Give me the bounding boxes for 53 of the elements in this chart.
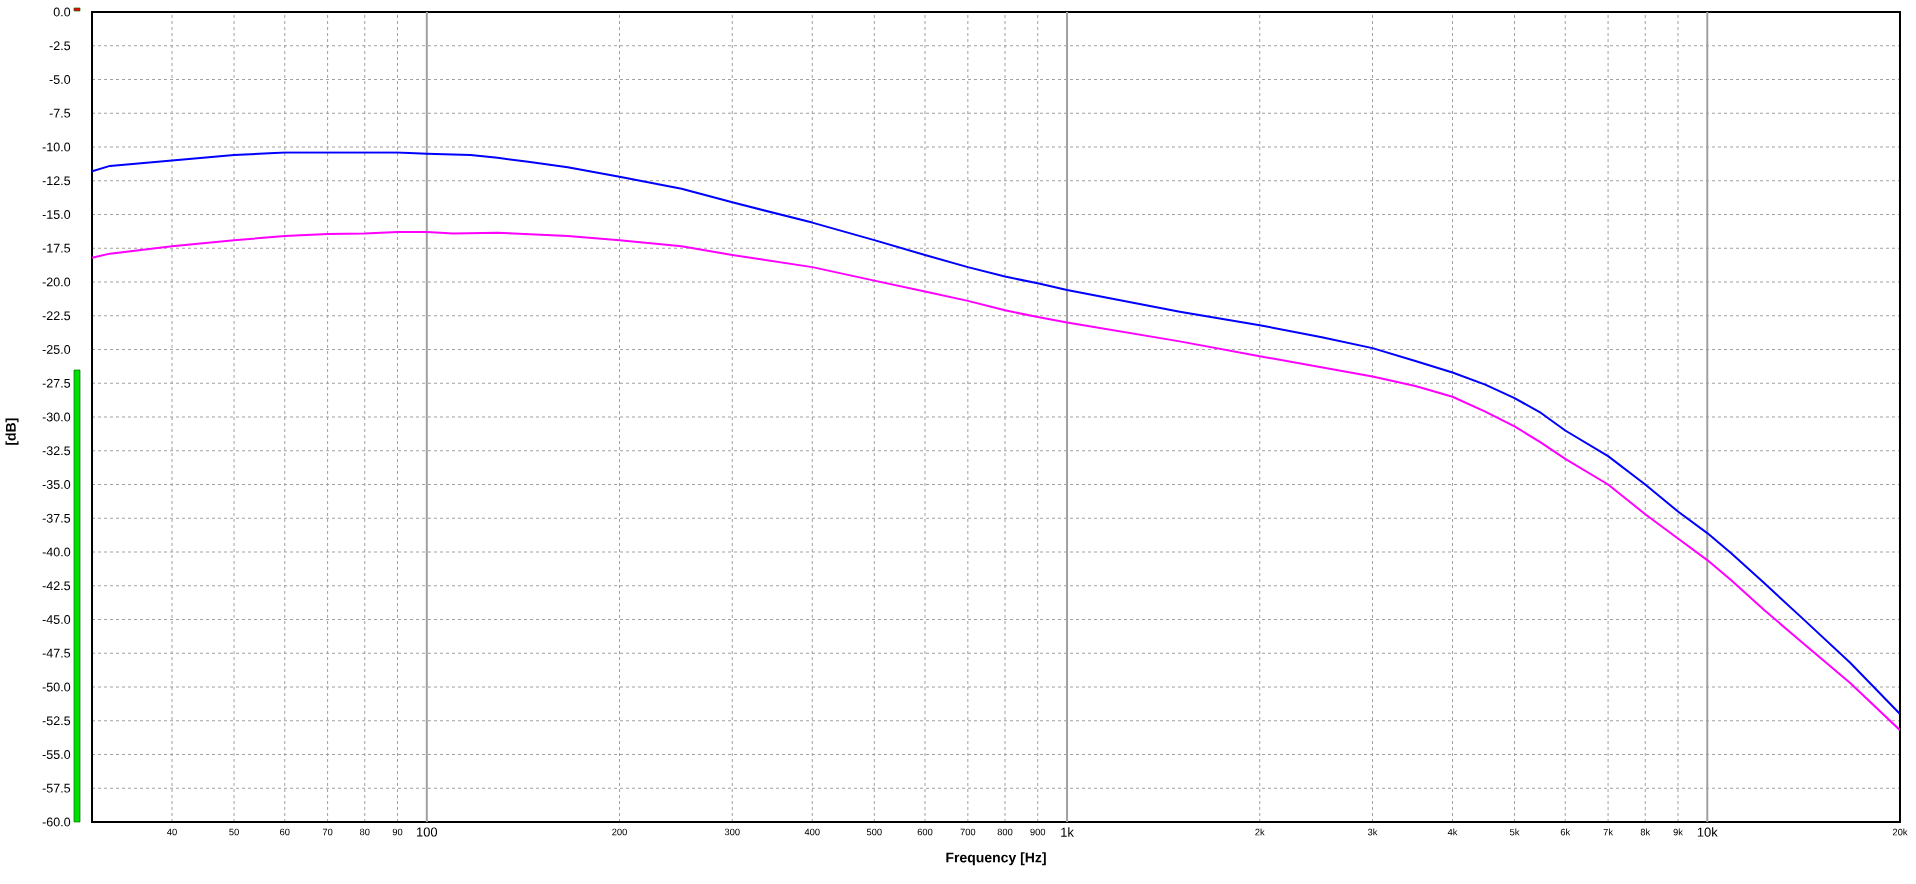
x-tick-label: 50	[229, 828, 239, 836]
y-tick-label: 0.0	[53, 7, 71, 17]
x-tick-label: 80	[359, 828, 370, 836]
y-tick-label: -12.5	[42, 176, 71, 186]
y-tick-label: -2.5	[49, 41, 71, 51]
x-tick-label: 400	[804, 828, 820, 836]
y-tick-label: -30.0	[42, 412, 71, 422]
x-tick-label: 100	[416, 827, 438, 837]
x-tick-label: 7k	[1603, 828, 1614, 836]
y-tick-label: -52.5	[42, 716, 71, 726]
x-tick-label: 500	[866, 828, 882, 836]
y-tick-label: -55.0	[42, 750, 71, 759]
y-tick-label: -22.5	[42, 311, 71, 321]
y-tick-label: -27.5	[42, 378, 71, 388]
x-tick-label: 20k	[1892, 828, 1908, 836]
x-tick-label: 1k	[1061, 827, 1074, 837]
y-axis-title: [dB]	[5, 418, 19, 445]
x-tick-label: 5k	[1509, 828, 1520, 836]
y-tick-label: -45.0	[42, 615, 71, 624]
y-tick-label: -47.5	[42, 648, 71, 658]
y-tick-label: -37.5	[42, 513, 71, 523]
y-tick-label: -20.0	[42, 277, 71, 287]
x-tick-label: 6k	[1560, 828, 1571, 836]
x-tick-label: 600	[917, 828, 933, 836]
y-tick-label: -32.5	[42, 446, 71, 456]
x-tick-label: 60	[280, 828, 290, 836]
x-tick-label: 2k	[1255, 828, 1265, 836]
x-tick-label: 700	[960, 828, 976, 836]
x-tick-label: 200	[612, 828, 627, 836]
y-tick-label: -25.0	[42, 345, 71, 354]
x-tick-label: 4k	[1447, 828, 1458, 836]
y-tick-label: -7.5	[49, 108, 71, 118]
y-tick-label: -35.0	[42, 480, 71, 489]
y-tick-label: -40.0	[42, 547, 71, 557]
x-tick-label: 800	[997, 828, 1013, 836]
x-tick-label: 8k	[1640, 828, 1651, 836]
x-tick-label: 3k	[1367, 828, 1378, 836]
y-tick-label: -17.5	[42, 243, 71, 253]
y-tick-label: -42.5	[42, 581, 71, 591]
y-tick-label: -57.5	[42, 783, 71, 793]
x-axis-title: Frequency [Hz]	[946, 852, 1046, 866]
y-tick-label: -60.0	[42, 817, 71, 827]
x-tick-label: 70	[322, 828, 333, 836]
x-tick-label: 900	[1030, 828, 1046, 836]
x-tick-label: 40	[167, 828, 177, 836]
y-tick-label: -5.0	[49, 75, 71, 84]
y-tick-label: -50.0	[42, 682, 71, 692]
x-tick-label: 90	[392, 828, 403, 836]
x-tick-label: 10k	[1697, 827, 1718, 837]
y-tick-label: -10.0	[42, 142, 71, 152]
x-tick-label: 300	[724, 828, 740, 836]
x-tick-label: 9k	[1673, 828, 1683, 836]
y-tick-label: -15.0	[42, 210, 71, 219]
